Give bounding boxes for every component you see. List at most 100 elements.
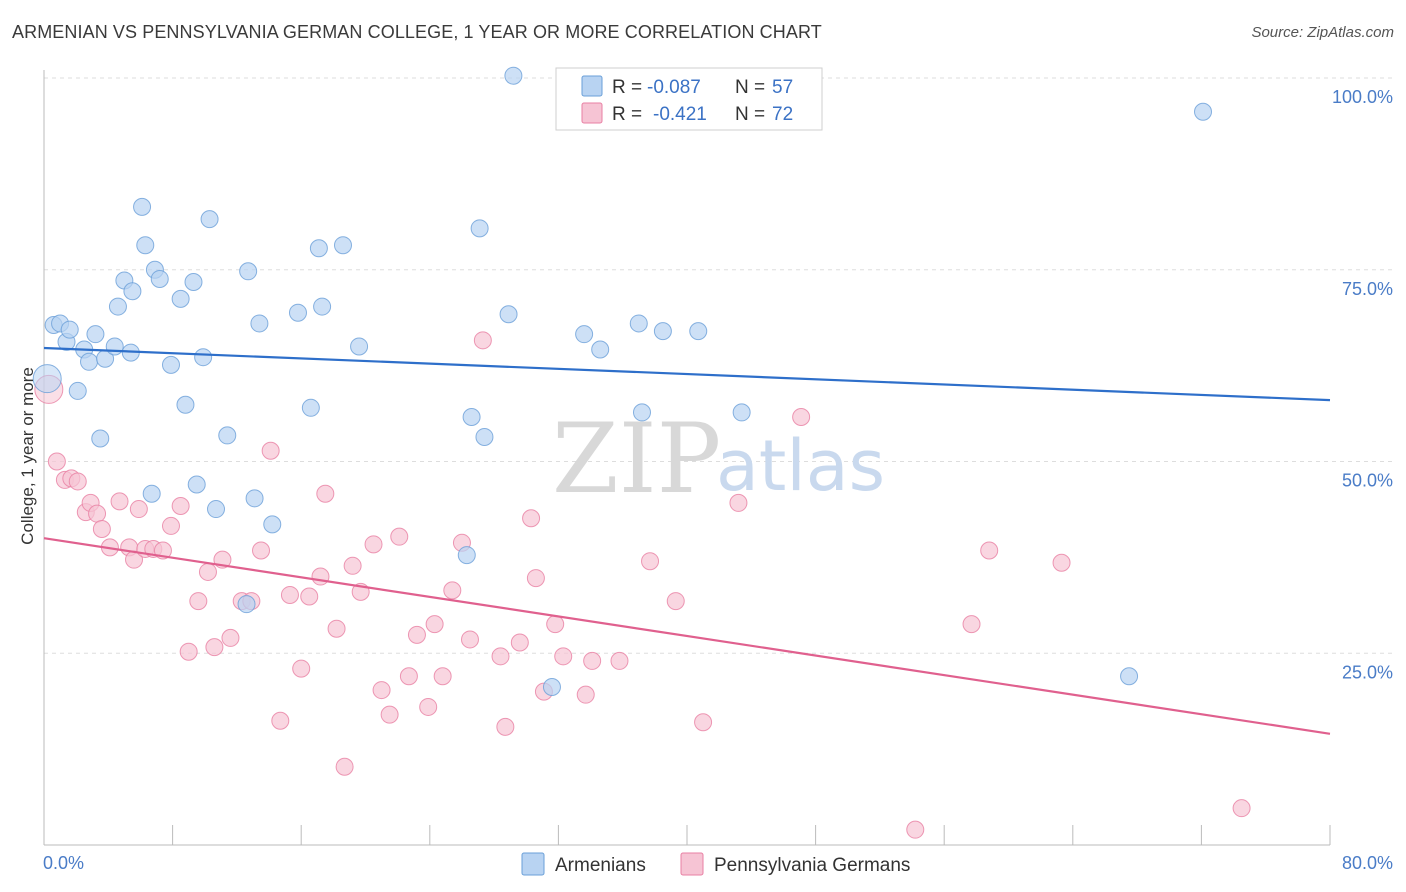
point-pa-germans-65: [694, 713, 713, 732]
point-armenians-27: [200, 210, 219, 229]
point-armenians-25: [187, 475, 206, 494]
chart-source: Source: ZipAtlas.com: [1251, 24, 1394, 41]
point-armenians-29: [218, 426, 237, 445]
point-armenians-31: [239, 262, 258, 281]
point-pa-germans-1: [47, 452, 66, 471]
chart-title: ARMENIAN VS PENNSYLVANIA GERMAN COLLEGE,…: [12, 22, 822, 42]
point-armenians-35: [288, 303, 307, 322]
watermark-atlas: atlas: [716, 425, 885, 507]
point-armenians-21: [161, 355, 180, 374]
point-pa-germans-66: [729, 493, 748, 512]
point-pa-germans-46: [425, 615, 444, 634]
legend-armenians-r-value: -0.087: [647, 77, 701, 98]
point-pa-germans-24: [221, 628, 240, 647]
point-pa-germans-42: [390, 527, 409, 546]
y-tick-labels: 25.0% 50.0% 75.0% 100.0%: [1332, 87, 1393, 682]
point-armenians-46: [504, 66, 523, 85]
point-armenians-40: [350, 337, 369, 356]
point-armenians-38: [313, 297, 332, 316]
point-armenians-4: [60, 320, 79, 339]
legend-pa-germans-n-label: N =: [735, 104, 765, 125]
trend-lines: [43, 346, 1331, 735]
bottom-legend-pa-germans: Pennsylvania Germans: [714, 855, 910, 876]
point-pa-germans-33: [311, 567, 330, 586]
point-pa-germans-8: [92, 519, 111, 538]
point-armenians-52: [653, 322, 672, 341]
point-pa-germans-48: [443, 581, 462, 600]
point-pa-germans-27: [252, 541, 271, 560]
point-armenians-22: [171, 289, 190, 308]
point-armenians-44: [475, 427, 494, 446]
point-pa-germans-45: [419, 697, 438, 716]
point-armenians-56: [1194, 102, 1213, 121]
point-armenians-24: [184, 273, 203, 292]
legend-pa-germans-n-value: 72: [772, 104, 793, 125]
legend-pa-germans-swatch: [581, 102, 603, 124]
point-armenians-12: [108, 297, 127, 316]
point-pa-germans-64: [666, 592, 685, 611]
point-pa-germans-51: [473, 331, 492, 350]
point-pa-germans-63: [641, 552, 660, 571]
point-pa-germans-35: [327, 619, 346, 638]
point-armenians-26: [194, 348, 213, 367]
point-armenians-14: [123, 282, 142, 301]
point-armenians-5: [68, 381, 87, 400]
x-tick-label-max: 80.0%: [1342, 853, 1393, 873]
bottom-legend-armenians: Armenians: [555, 855, 646, 876]
point-armenians-11: [105, 337, 124, 356]
point-pa-germans-62: [610, 651, 629, 670]
y-axis-title: College, 1 year or more: [18, 367, 37, 545]
point-pa-germans-53: [496, 717, 515, 736]
point-armenians-49: [591, 340, 610, 359]
y-tick-label-25: 25.0%: [1342, 662, 1393, 682]
point-pa-germans-70: [980, 541, 999, 560]
point-pa-germans-10: [110, 492, 129, 511]
point-armenians-54: [732, 403, 751, 422]
legend-armenians-swatch: [581, 75, 603, 97]
point-armenians-55: [1120, 667, 1139, 686]
point-pa-germans-44: [407, 625, 426, 644]
point-pa-germans-61: [583, 651, 602, 670]
bottom-legend-pa-germans-swatch: [680, 852, 704, 876]
point-pa-germans-22: [205, 638, 224, 657]
point-armenians-45: [499, 305, 518, 324]
point-armenians-36: [301, 398, 320, 417]
point-pa-germans-13: [129, 500, 148, 519]
point-armenians-34: [263, 515, 282, 534]
point-armenians-18: [142, 484, 161, 503]
point-pa-germans-19: [179, 642, 198, 661]
point-pa-germans-54: [510, 633, 529, 652]
point-pa-germans-31: [292, 659, 311, 678]
trend-line-armenians: [43, 346, 1331, 402]
legend-armenians-n-value: 57: [772, 77, 793, 98]
point-pa-germans-30: [280, 585, 299, 604]
axes: [43, 70, 1331, 846]
point-armenians-39: [333, 236, 352, 255]
point-pa-germans-50: [460, 630, 479, 649]
point-pa-germans-69: [962, 615, 981, 634]
legend-armenians-r-label: R =: [612, 77, 642, 98]
point-pa-germans-28: [261, 441, 280, 460]
legend: R = -0.087 N = 57 R = -0.421 N = 72: [555, 67, 823, 131]
point-pa-germans-21: [198, 562, 217, 581]
point-armenians-43: [470, 219, 489, 238]
grid: [44, 77, 1395, 654]
point-armenians-30: [237, 595, 256, 614]
legend-pa-germans-r-value: -0.421: [653, 104, 707, 125]
point-armenians-47: [542, 677, 561, 696]
watermark: ZIP atlas: [552, 403, 885, 515]
point-pa-germans-43: [399, 667, 418, 686]
point-pa-germans-67: [792, 408, 811, 427]
point-pa-germans-34: [316, 484, 335, 503]
bottom-legend: Armenians Pennsylvania Germans: [521, 852, 910, 876]
point-armenians-9: [91, 429, 110, 448]
point-pa-germans-56: [526, 569, 545, 588]
point-armenians-33: [250, 314, 269, 333]
watermark-zip: ZIP: [552, 403, 721, 515]
point-pa-germans-71: [1052, 553, 1071, 572]
point-armenians-48: [575, 325, 594, 344]
point-armenians-51: [632, 403, 651, 422]
legend-armenians-n-label: N =: [735, 77, 765, 98]
point-armenians-50: [629, 314, 648, 333]
